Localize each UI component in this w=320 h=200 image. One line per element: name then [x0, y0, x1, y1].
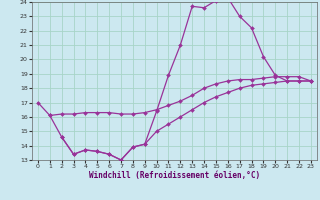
X-axis label: Windchill (Refroidissement éolien,°C): Windchill (Refroidissement éolien,°C)	[89, 171, 260, 180]
